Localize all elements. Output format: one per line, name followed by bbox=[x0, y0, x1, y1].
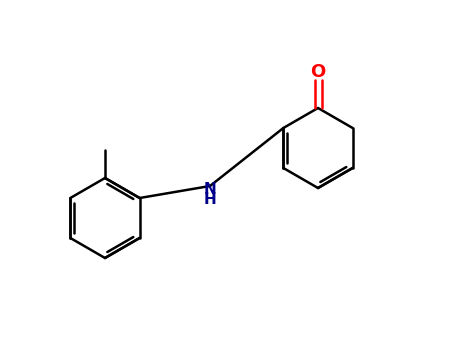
Text: H: H bbox=[204, 193, 217, 208]
Text: N: N bbox=[204, 182, 217, 197]
Text: O: O bbox=[310, 63, 326, 81]
